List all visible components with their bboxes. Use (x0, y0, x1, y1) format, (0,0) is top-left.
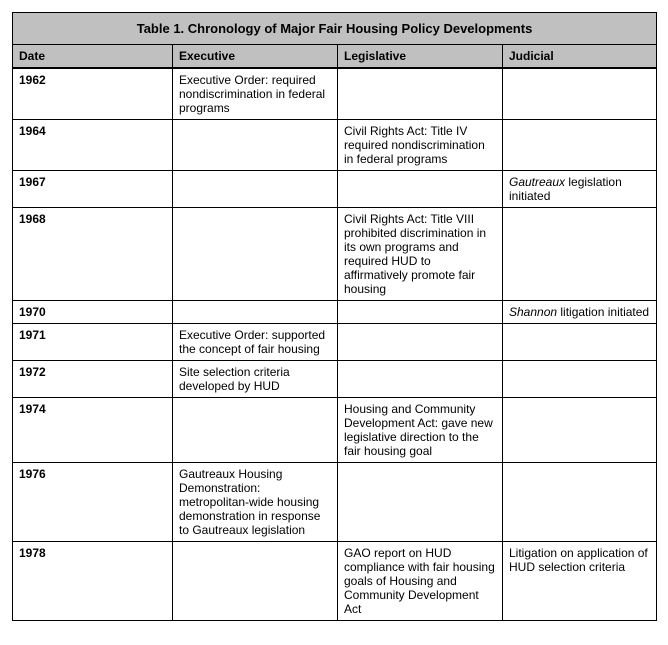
cell-legislative: GAO report on HUD compliance with fair h… (338, 542, 503, 621)
cell-legislative (338, 324, 503, 361)
cell-executive (173, 398, 338, 463)
cell-legislative: Civil Rights Act: Title IV required nond… (338, 120, 503, 171)
cell-executive (173, 171, 338, 208)
cell-legislative: Housing and Community Development Act: g… (338, 398, 503, 463)
cell-executive (173, 120, 338, 171)
table-row: 1978 GAO report on HUD compliance with f… (13, 542, 657, 621)
judicial-rest: litigation initiated (557, 305, 649, 319)
col-header-executive: Executive (173, 45, 338, 69)
col-header-legislative: Legislative (338, 45, 503, 69)
cell-date: 1962 (13, 68, 173, 120)
cell-date: 1968 (13, 208, 173, 301)
table-row: 1972 Site selection criteria developed b… (13, 361, 657, 398)
cell-judicial (503, 463, 657, 542)
table-title: Table 1. Chronology of Major Fair Housin… (13, 13, 657, 45)
table-row: 1964 Civil Rights Act: Title IV required… (13, 120, 657, 171)
cell-judicial (503, 208, 657, 301)
cell-judicial (503, 120, 657, 171)
cell-legislative (338, 68, 503, 120)
table-header-row: Date Executive Legislative Judicial (13, 45, 657, 69)
table-row: 1967 Gautreaux legislation initiated (13, 171, 657, 208)
table-row: 1974 Housing and Community Development A… (13, 398, 657, 463)
cell-executive: Executive Order: required nondiscriminat… (173, 68, 338, 120)
cell-legislative (338, 361, 503, 398)
cell-legislative (338, 301, 503, 324)
cell-date: 1978 (13, 542, 173, 621)
cell-legislative (338, 463, 503, 542)
cell-legislative: Civil Rights Act: Title VIII prohibited … (338, 208, 503, 301)
cell-date: 1971 (13, 324, 173, 361)
cell-date: 1964 (13, 120, 173, 171)
policy-table: Table 1. Chronology of Major Fair Housin… (12, 12, 657, 621)
table-row: 1976 Gautreaux Housing Demonstration: me… (13, 463, 657, 542)
cell-judicial (503, 68, 657, 120)
cell-judicial (503, 361, 657, 398)
cell-executive: Executive Order: supported the concept o… (173, 324, 338, 361)
cell-executive (173, 542, 338, 621)
col-header-judicial: Judicial (503, 45, 657, 69)
judicial-case-name: Gautreaux (509, 175, 565, 189)
cell-date: 1974 (13, 398, 173, 463)
judicial-case-name: Shannon (509, 305, 557, 319)
cell-judicial (503, 324, 657, 361)
cell-judicial: Litigation on application of HUD selecti… (503, 542, 657, 621)
cell-executive (173, 301, 338, 324)
cell-legislative (338, 171, 503, 208)
table-row: 1970 Shannon litigation initiated (13, 301, 657, 324)
cell-executive: Gautreaux Housing Demonstration: metropo… (173, 463, 338, 542)
cell-judicial: Shannon litigation initiated (503, 301, 657, 324)
cell-judicial: Gautreaux legislation initiated (503, 171, 657, 208)
cell-date: 1972 (13, 361, 173, 398)
table-row: 1971 Executive Order: supported the conc… (13, 324, 657, 361)
table-row: 1962 Executive Order: required nondiscri… (13, 68, 657, 120)
col-header-date: Date (13, 45, 173, 69)
cell-date: 1976 (13, 463, 173, 542)
cell-executive (173, 208, 338, 301)
cell-date: 1970 (13, 301, 173, 324)
table-title-row: Table 1. Chronology of Major Fair Housin… (13, 13, 657, 45)
cell-executive: Site selection criteria developed by HUD (173, 361, 338, 398)
cell-judicial (503, 398, 657, 463)
table-row: 1968 Civil Rights Act: Title VIII prohib… (13, 208, 657, 301)
cell-date: 1967 (13, 171, 173, 208)
